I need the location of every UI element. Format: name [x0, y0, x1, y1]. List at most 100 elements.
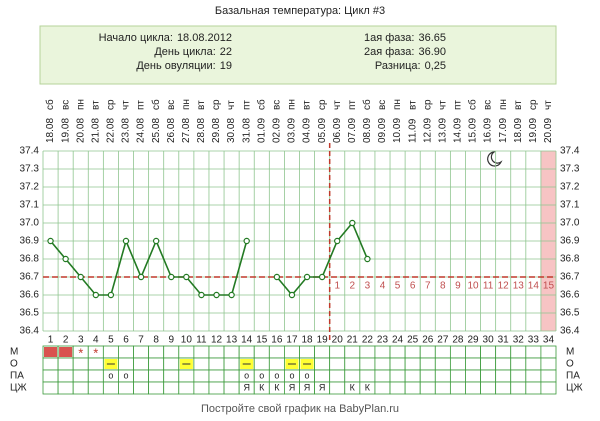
temperature-point — [273, 273, 281, 281]
weekday-label: сб — [255, 99, 267, 110]
y-tick-label-right: 36.6 — [560, 290, 580, 301]
row-cell — [389, 357, 406, 371]
info-label: День цикла: — [154, 46, 215, 58]
row-mark: o — [305, 370, 310, 380]
temperature-point — [243, 237, 250, 245]
date-label: 01.09 — [256, 118, 267, 143]
temperature-point — [107, 291, 115, 299]
row-cell — [208, 369, 225, 383]
y-tick-label: 37.0 — [20, 218, 40, 229]
x-tick-label: 32 — [513, 335, 525, 346]
y-tick-label-right: 37.0 — [560, 218, 580, 229]
x-tick-label: 9 — [168, 335, 174, 346]
row-cell — [163, 369, 180, 383]
x-tick-label: 28 — [452, 335, 464, 346]
date-label: 28.08 — [196, 118, 207, 143]
row-mark: Я — [289, 382, 296, 392]
row-cell — [178, 381, 195, 395]
row-cell — [510, 381, 527, 395]
row-cell — [193, 345, 210, 359]
row-cell — [133, 369, 150, 383]
info-text: 2ая фаза: 36.90 — [364, 46, 446, 58]
row-cell — [42, 381, 59, 395]
row-cell — [449, 381, 466, 395]
row-cell — [223, 345, 240, 359]
row-cell — [118, 345, 134, 359]
y-tick-label-right: 37.3 — [560, 164, 580, 175]
chart-title: Базальная температура: Цикл #3 — [215, 5, 385, 17]
x-tick-label: 18 — [301, 335, 313, 346]
row-cell — [163, 345, 180, 359]
row-cell — [480, 381, 497, 395]
row-cell — [525, 357, 542, 371]
row-cell — [178, 345, 195, 359]
date-label: 18.08 — [45, 118, 56, 143]
row-cell — [57, 369, 74, 383]
date-label: 23.08 — [121, 118, 132, 143]
row-cell — [314, 369, 331, 383]
temperature-point — [198, 291, 205, 299]
row-cell — [57, 357, 74, 371]
row-cell — [465, 345, 481, 359]
info-label: Начало цикла: — [99, 32, 173, 44]
y-tick-label-right: 36.4 — [560, 326, 580, 337]
weekday-label: ср — [528, 99, 539, 110]
temperature-point — [318, 273, 326, 281]
x-tick-label: 10 — [181, 335, 193, 346]
weekday-label: сб — [150, 99, 162, 110]
row-cell — [148, 369, 165, 383]
date-label: 27.08 — [181, 118, 192, 143]
temperature-point — [62, 255, 69, 263]
weekday-label: вс — [166, 100, 177, 110]
date-label: 16.09 — [483, 118, 494, 143]
weekday-label: вт — [302, 100, 313, 110]
row-cell — [525, 369, 542, 383]
row-cell — [148, 345, 165, 359]
date-label: 03.09 — [287, 118, 298, 143]
phase-number: 5 — [395, 281, 401, 292]
date-label: 20.09 — [543, 118, 554, 143]
phase-number: 1 — [334, 281, 340, 292]
y-tick-label: 37.1 — [20, 200, 40, 211]
row-mark: o — [289, 370, 294, 380]
phase-number: 6 — [410, 281, 416, 292]
x-tick-label: 25 — [407, 335, 419, 346]
info-label: Разница: — [375, 60, 421, 72]
row-mark: К — [350, 382, 356, 392]
row-cell — [314, 357, 331, 371]
phase-number: 3 — [365, 281, 371, 292]
footer: Постройте свой график на BabyPlan.ru — [201, 403, 399, 415]
row-cell — [510, 357, 527, 371]
weekday-label: вт — [196, 100, 207, 110]
temperature-point — [183, 273, 190, 281]
weekday-label: пт — [241, 100, 252, 110]
row-mark: К — [274, 382, 280, 392]
phase-number: 9 — [455, 281, 461, 292]
temperature-point — [303, 273, 311, 281]
weekday-label: пт — [136, 100, 147, 110]
row-cell — [87, 381, 104, 395]
row-cell — [344, 357, 361, 371]
date-label: 09.09 — [377, 118, 388, 143]
row-cell — [434, 357, 451, 371]
row-cell — [434, 381, 451, 395]
phase-number: 8 — [440, 281, 446, 292]
y-tick-label: 37.4 — [20, 146, 40, 157]
weekday-label: пн — [75, 99, 86, 110]
date-label: 19.08 — [60, 118, 71, 143]
row-cell — [133, 381, 150, 395]
y-tick-label-right: 36.8 — [560, 254, 580, 265]
temperature-point — [364, 255, 371, 263]
y-tick-label: 37.2 — [20, 182, 40, 193]
row-fill — [59, 347, 73, 357]
x-tick-label: 6 — [123, 335, 129, 346]
row-cell — [510, 345, 527, 359]
row-cell — [268, 357, 285, 371]
row-cell — [163, 381, 180, 395]
row-cell — [525, 381, 542, 395]
row-cell — [404, 369, 421, 383]
x-tick-label: 22 — [362, 335, 374, 346]
y-tick-label-right: 36.7 — [560, 272, 580, 283]
row-cell — [223, 381, 240, 395]
row-cell — [208, 345, 225, 359]
